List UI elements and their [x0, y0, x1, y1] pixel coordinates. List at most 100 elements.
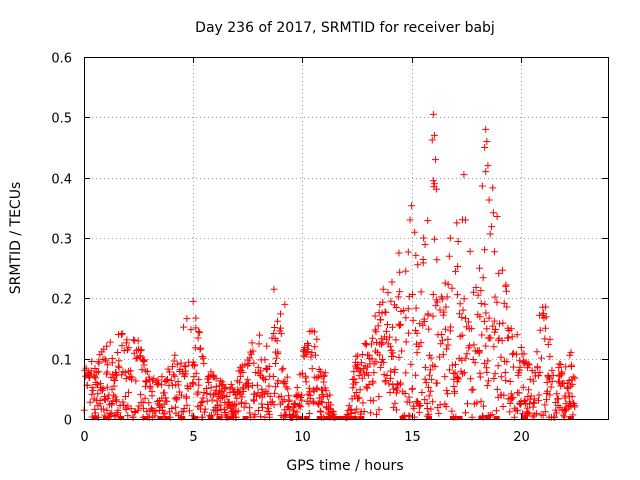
data-point — [298, 369, 306, 377]
data-point — [477, 299, 485, 307]
data-point — [353, 405, 361, 413]
data-point — [396, 288, 404, 296]
data-point — [295, 402, 303, 410]
data-point — [472, 284, 480, 292]
data-point — [420, 234, 428, 242]
data-point — [284, 385, 292, 393]
data-point — [557, 360, 565, 368]
data-point — [379, 285, 387, 293]
data-point — [304, 341, 312, 349]
data-point — [539, 411, 547, 419]
data-point — [394, 293, 402, 301]
data-point — [152, 407, 160, 415]
data-point — [446, 366, 454, 374]
data-point — [117, 331, 125, 339]
data-point — [481, 144, 489, 151]
data-point — [274, 317, 282, 325]
zero-data-point — [425, 416, 432, 420]
data-point — [419, 259, 427, 267]
data-point — [182, 394, 190, 402]
data-point — [264, 400, 272, 408]
data-point — [396, 268, 404, 276]
data-point — [371, 312, 379, 320]
data-point — [350, 368, 358, 376]
zero-data-point — [351, 416, 358, 420]
data-point — [378, 355, 386, 363]
data-point — [400, 307, 408, 315]
data-point — [384, 320, 392, 328]
data-point — [305, 384, 313, 392]
data-point — [364, 371, 372, 379]
data-point — [369, 397, 377, 405]
data-point — [297, 403, 305, 411]
data-point — [114, 349, 122, 357]
data-point — [277, 392, 285, 400]
data-point — [469, 385, 477, 393]
data-point — [290, 407, 298, 415]
data-point — [279, 364, 287, 372]
data-point — [95, 359, 103, 367]
data-point — [313, 335, 321, 343]
data-point — [425, 371, 433, 379]
data-points — [80, 110, 579, 421]
data-point — [458, 356, 466, 364]
data-point — [488, 411, 496, 419]
data-point — [509, 394, 517, 402]
data-point — [387, 367, 395, 375]
data-point — [372, 410, 380, 418]
data-point — [102, 357, 110, 365]
data-point — [91, 365, 99, 373]
data-point — [441, 279, 449, 287]
data-point — [356, 386, 364, 394]
data-point — [309, 397, 317, 405]
data-point — [412, 251, 420, 259]
data-point — [482, 364, 490, 372]
data-point — [558, 368, 566, 376]
data-point — [354, 360, 362, 368]
data-point — [421, 375, 429, 383]
data-point — [534, 364, 542, 372]
data-point — [433, 185, 441, 193]
data-point — [500, 299, 508, 307]
zero-data-point — [192, 416, 199, 420]
data-point — [476, 264, 484, 272]
data-point — [255, 340, 263, 348]
zero-data-point — [102, 416, 109, 420]
data-point — [121, 369, 129, 377]
data-point — [221, 409, 229, 417]
data-point — [411, 228, 419, 236]
data-point — [541, 408, 549, 416]
data-point — [238, 393, 246, 401]
data-point — [530, 399, 538, 407]
data-point — [468, 325, 476, 333]
data-point — [189, 380, 197, 388]
data-point — [268, 398, 276, 406]
data-point — [459, 306, 467, 314]
data-point — [426, 366, 434, 374]
zero-data-point — [297, 416, 304, 420]
data-point — [273, 337, 281, 345]
data-point — [515, 389, 523, 397]
zero-data-point — [227, 416, 234, 420]
data-point — [137, 391, 145, 399]
data-point — [461, 314, 469, 322]
data-point — [430, 131, 438, 139]
data-point — [352, 389, 360, 397]
data-point — [282, 410, 290, 418]
data-point — [512, 406, 520, 414]
data-point — [222, 383, 230, 391]
data-point — [422, 379, 430, 387]
data-point — [106, 410, 114, 418]
data-point — [174, 378, 182, 386]
data-point — [536, 326, 544, 334]
data-point — [432, 302, 440, 310]
data-point — [178, 391, 186, 399]
data-point — [351, 408, 359, 416]
data-point — [240, 385, 248, 393]
data-point — [498, 266, 506, 274]
data-point — [502, 376, 510, 384]
y-tick-label: 0.1 — [51, 354, 72, 369]
data-point — [317, 408, 325, 416]
data-point — [217, 394, 225, 402]
